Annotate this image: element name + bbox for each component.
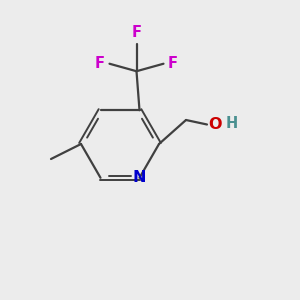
Text: O: O: [208, 117, 222, 132]
Text: F: F: [131, 25, 142, 40]
Text: F: F: [95, 56, 105, 71]
Text: H: H: [226, 116, 238, 130]
Text: F: F: [168, 56, 178, 71]
Text: N: N: [133, 170, 146, 185]
